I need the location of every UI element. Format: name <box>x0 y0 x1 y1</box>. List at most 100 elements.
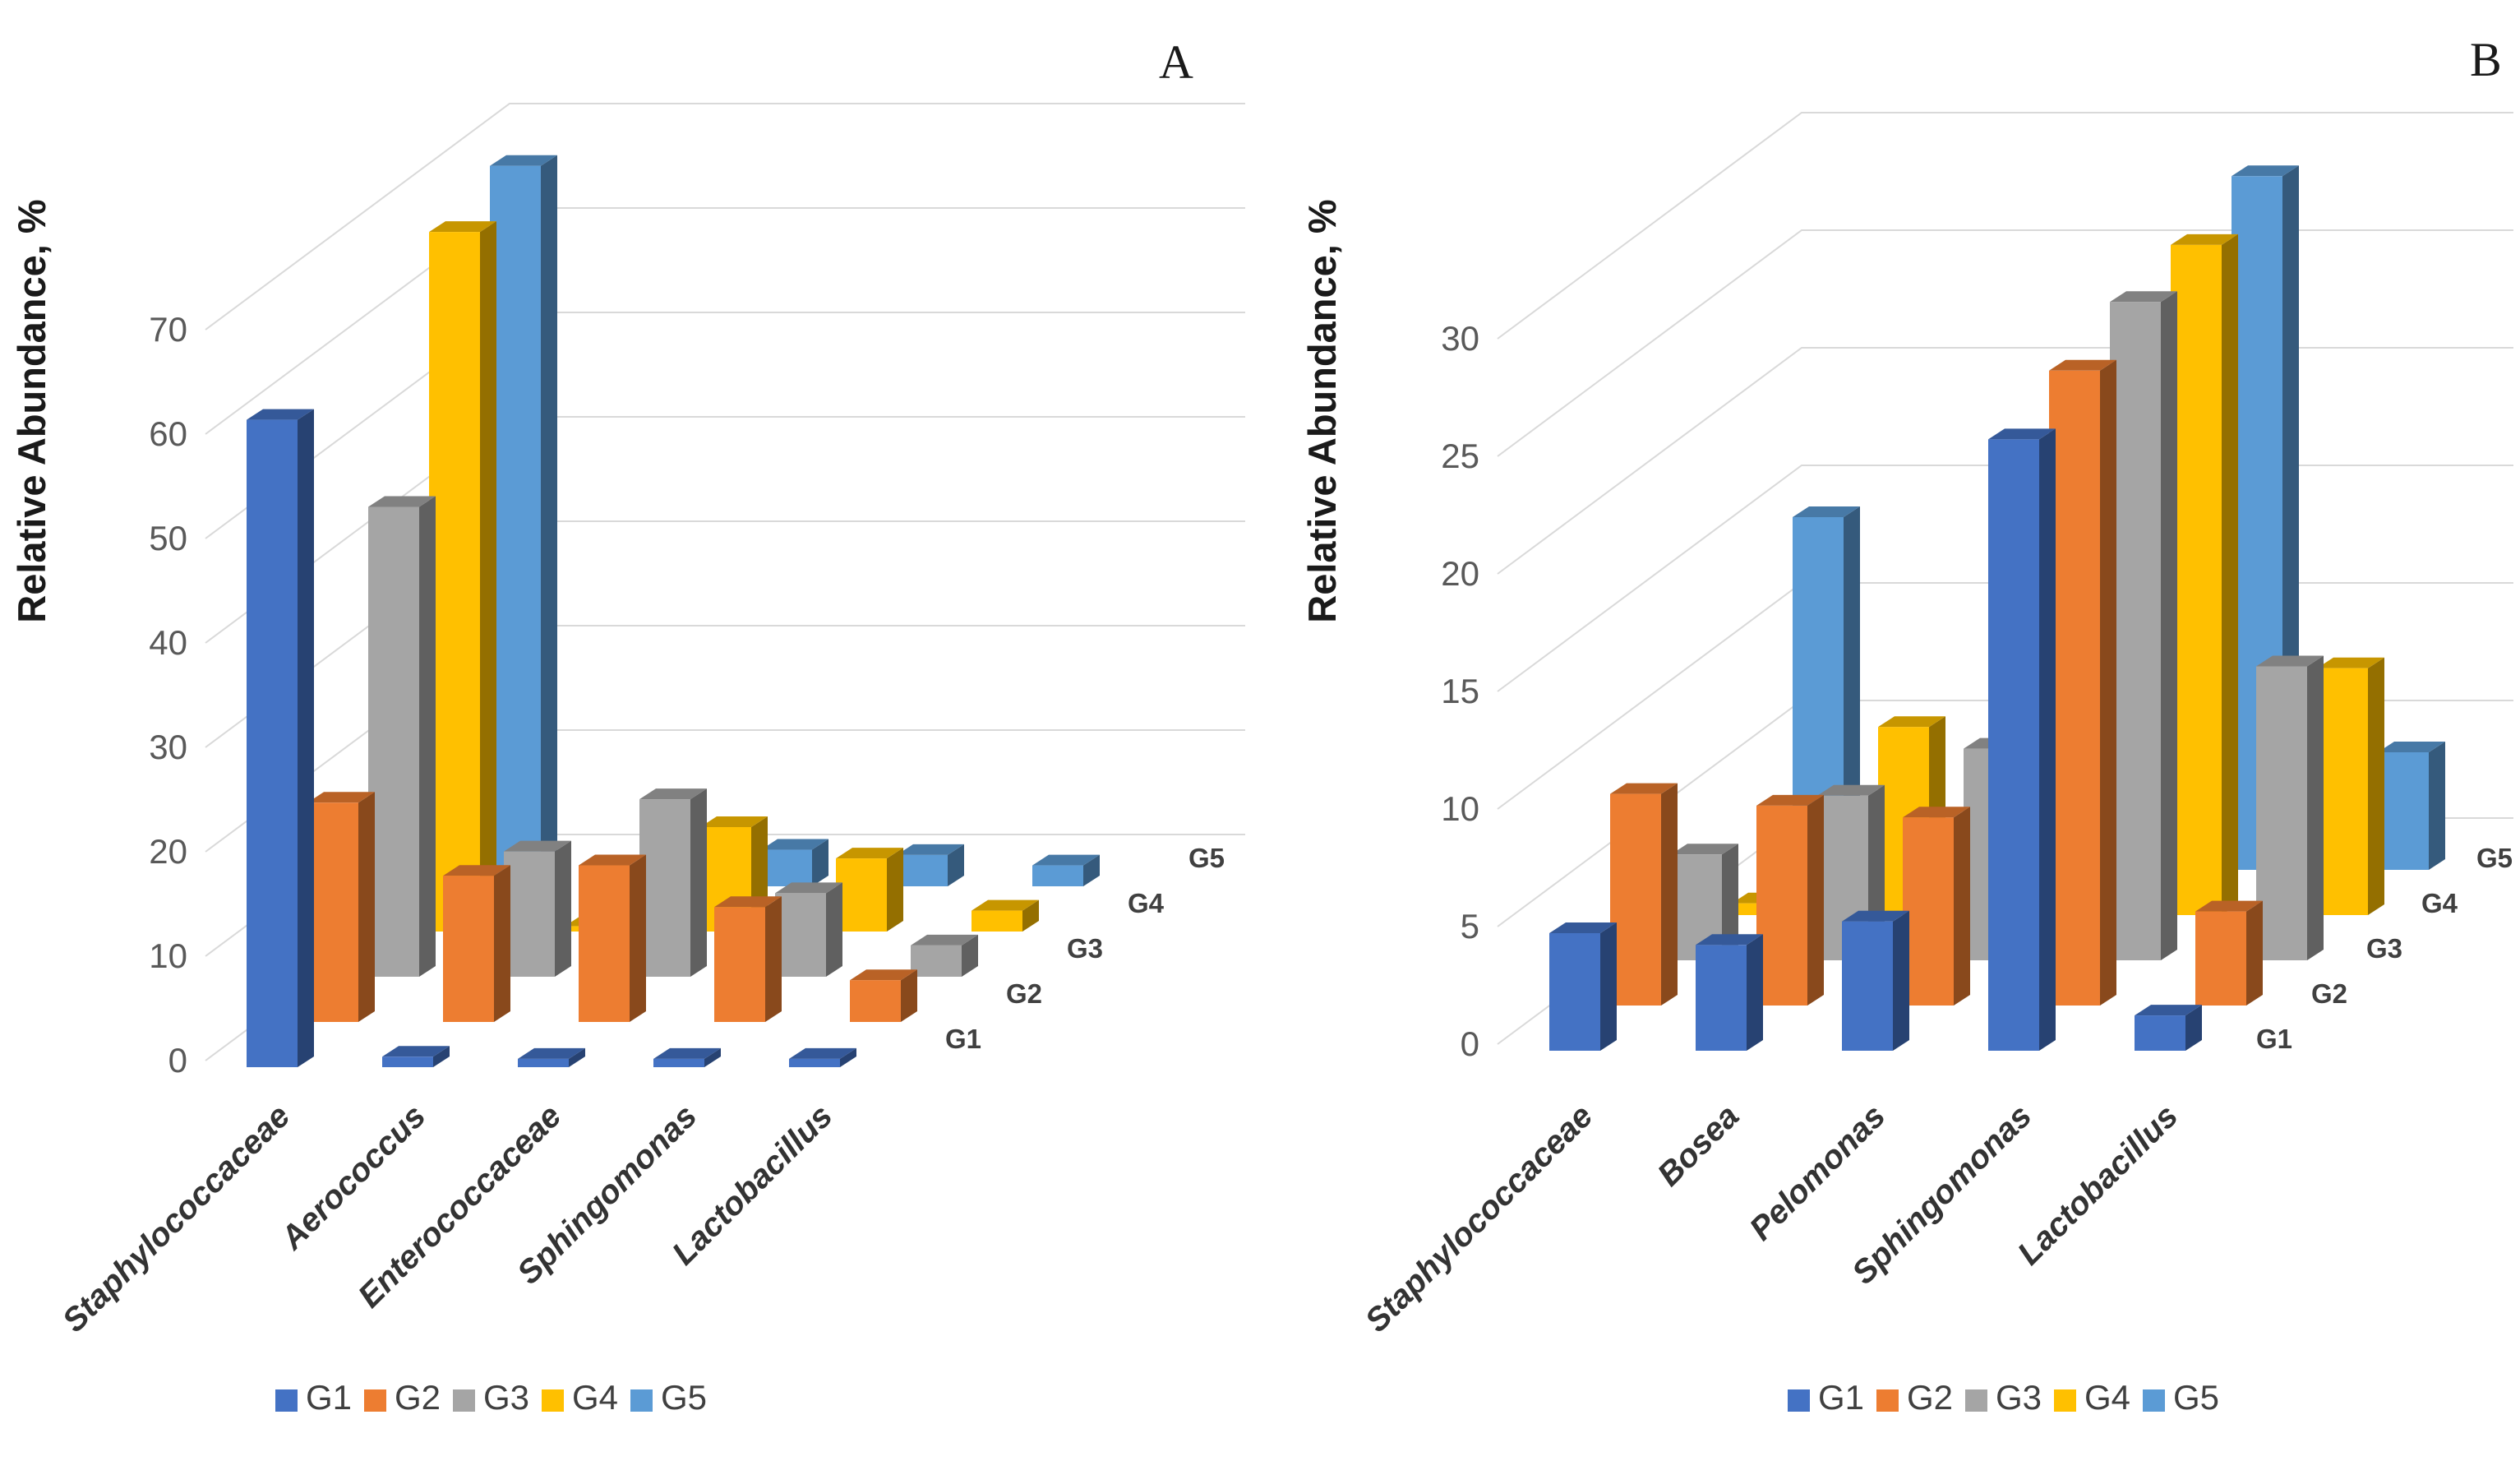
bar-front-face <box>1988 439 2039 1051</box>
bar-front-face <box>504 851 555 977</box>
bar-front-face <box>653 1058 704 1067</box>
bar-front-face <box>911 945 962 977</box>
bar-front-face <box>382 1056 433 1067</box>
bar-A-G2-Aerococcus <box>443 865 510 1022</box>
bar-A-G1-Aerococcus <box>382 1046 450 1067</box>
bar-A-G1-Staphylococcaceae <box>247 409 314 1068</box>
bar-B-G2-Lactobacillus <box>2195 900 2263 1006</box>
bar-top-face <box>2049 359 2116 371</box>
bar-A-G4-Sphingomonas <box>836 848 903 932</box>
legend-item-G4: G4 <box>542 1378 618 1417</box>
bar-A-G1-Sphingomonas <box>653 1047 721 1067</box>
bar-front-face <box>714 907 765 1022</box>
category-label-Bosea: Bosea <box>1650 1098 1746 1193</box>
bar-top-face <box>789 1047 856 1059</box>
bar-top-face <box>714 896 782 908</box>
bar-A-G3-Lactobacillus <box>911 934 978 977</box>
y-tick-60: 60 <box>149 414 187 453</box>
bar-A-G4-Staphylococcaceae <box>429 221 496 932</box>
legend-item-G2: G2 <box>364 1378 441 1417</box>
legend-swatch-G2 <box>1876 1389 1899 1412</box>
bar-top-face <box>1549 922 1617 933</box>
bar-side-face <box>2185 1005 2202 1051</box>
bar-side-face <box>541 155 557 886</box>
bar-side-face <box>2222 233 2238 915</box>
depth-label-G3: G3 <box>1067 933 1103 964</box>
bar-top-face <box>1817 784 1885 796</box>
bar-side-face <box>2161 291 2177 960</box>
bar-A-G4-Lactobacillus <box>972 899 1039 932</box>
bar-front-face <box>836 858 887 932</box>
bar-front-face <box>639 799 690 977</box>
bar-side-face <box>962 934 978 977</box>
bar-B-G1-Lactobacillus <box>2135 1005 2202 1051</box>
bar-front-face <box>1696 945 1747 1051</box>
gridline-30 <box>205 520 1245 748</box>
bar-B-G3-Lactobacillus <box>2256 655 2324 960</box>
bar-side-face <box>2429 742 2445 870</box>
panel-letter-B: B <box>2470 33 2502 86</box>
bar-front-face <box>2195 911 2246 1006</box>
y-tick-40: 40 <box>149 623 187 662</box>
legend-label-G5: G5 <box>661 1378 707 1417</box>
bar-side-face <box>840 1047 856 1067</box>
bar-front-face <box>1842 921 1893 1051</box>
legend-item-G3: G3 <box>453 1378 529 1417</box>
y-tick-20: 20 <box>149 832 187 871</box>
legend-item-G5: G5 <box>2143 1378 2219 1417</box>
bar-side-face <box>298 409 314 1068</box>
bar-side-face <box>1661 783 1678 1006</box>
bar-side-face <box>2100 359 2116 1006</box>
bar-B-G1-Pelomonas <box>1842 910 1909 1051</box>
bar-top-face <box>2378 742 2445 752</box>
bar-front-face <box>429 232 480 932</box>
bar-top-face <box>761 839 828 850</box>
depth-label-G2: G2 <box>2311 978 2347 1009</box>
bar-side-face <box>358 792 375 1022</box>
bar-top-face <box>518 1047 585 1059</box>
bar-front-face <box>518 1058 569 1067</box>
bar-top-face <box>504 840 571 852</box>
bar-front-face <box>2171 244 2222 915</box>
bar-side-face <box>555 840 571 977</box>
bar-A-G5-Enterococcaceae <box>761 839 828 886</box>
bar-top-face <box>307 792 375 803</box>
bar-top-face <box>247 409 314 420</box>
bar-A-G3-Aerococcus <box>504 840 571 977</box>
bar-front-face <box>443 876 494 1022</box>
bar-A-G3-Staphylococcaceae <box>368 496 436 977</box>
bar-side-face <box>704 1047 721 1067</box>
legend-swatch-G5 <box>2143 1389 2165 1412</box>
bar-top-face <box>836 848 903 859</box>
bar-B-G2-Sphingomonas <box>2049 359 2116 1006</box>
bar-top-face <box>429 221 496 233</box>
bar-side-face <box>887 848 903 932</box>
bar-B-G4-Lactobacillus <box>2317 657 2384 915</box>
bar-side-face <box>1083 854 1100 886</box>
legend-label-G3: G3 <box>1996 1378 2042 1417</box>
bar-side-face <box>569 1047 585 1067</box>
bar-top-face <box>639 788 707 800</box>
bar-side-face <box>765 896 782 1022</box>
y-tick-10: 10 <box>149 936 187 975</box>
y-tick-5: 5 <box>1461 907 1479 945</box>
depth-label-G5: G5 <box>1188 843 1225 873</box>
bar-A-G3-Enterococcaceae <box>639 788 707 977</box>
bar-side-face <box>1893 910 1909 1051</box>
bar-side-face <box>433 1046 450 1067</box>
bar-front-face <box>2317 668 2368 915</box>
depth-label-G4: G4 <box>2421 888 2458 918</box>
bar-top-face <box>1842 910 1909 922</box>
legend-label-G4: G4 <box>2084 1378 2130 1417</box>
bar-front-face <box>1610 793 1661 1006</box>
bar-top-face <box>1610 783 1678 794</box>
bar-side-face <box>1600 922 1617 1051</box>
legend-item-G3: G3 <box>1965 1378 2042 1417</box>
bar-top-face <box>850 969 917 981</box>
legend-swatch-G3 <box>1965 1389 1987 1412</box>
depth-label-G5: G5 <box>2476 843 2513 873</box>
legend-label-G5: G5 <box>2173 1378 2219 1417</box>
y-tick-30: 30 <box>149 728 187 766</box>
bar-B-G1-Sphingomonas <box>1988 428 2056 1051</box>
